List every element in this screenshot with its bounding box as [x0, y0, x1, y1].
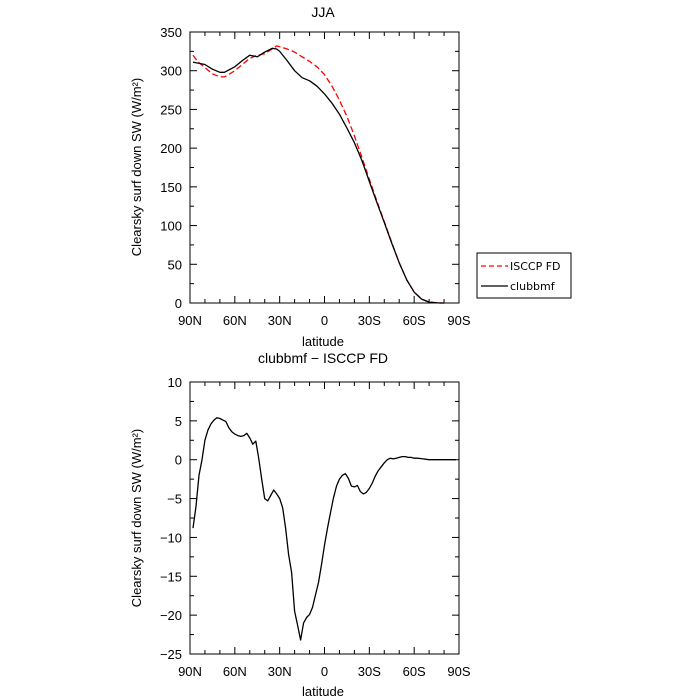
- y-tick-label: 300: [160, 64, 182, 79]
- chart-title: clubbmf − ISCCP FD: [258, 350, 388, 366]
- series-line-difference: [192, 417, 456, 641]
- legend-label-isccp: ISCCP FD: [510, 260, 561, 273]
- y-tick-label: 350: [160, 25, 182, 40]
- x-tick-label: 60N: [223, 313, 247, 328]
- y-tick-label: 10: [168, 375, 182, 390]
- legend-label-clubbmf: clubbmf: [510, 280, 556, 293]
- x-tick-label: 30N: [268, 664, 292, 679]
- plot-frame: [189, 381, 460, 655]
- y-axis-ticks: −25 −20 −15 −10 −5 0 5 10: [160, 375, 459, 662]
- x-tick-label: 0: [321, 313, 328, 328]
- x-tick-label: 30S: [358, 313, 381, 328]
- x-tick-label: 90N: [178, 313, 202, 328]
- chart-title: JJA: [311, 4, 335, 20]
- x-tick-label: 90N: [178, 664, 202, 679]
- y-tick-label: −10: [160, 530, 182, 545]
- x-tick-label: 60N: [223, 664, 247, 679]
- y-tick-label: 100: [160, 219, 182, 234]
- y-tick-label: 5: [175, 414, 182, 429]
- plot-frame: [189, 31, 460, 304]
- y-axis-label: Clearsky surf down SW (W/m²): [129, 429, 144, 607]
- series-line-clubbmf: [192, 47, 445, 304]
- legend-box: [476, 252, 572, 299]
- bottom-panel: clubbmf − ISCCP FD −25 −20 −15 −10 −5 0 5 10 90…: [129, 350, 471, 699]
- y-axis-label: Clearsky surf down SW (W/m²): [129, 78, 144, 256]
- x-tick-label: 30N: [268, 313, 292, 328]
- y-tick-label: −5: [167, 492, 182, 507]
- y-axis-ticks: 0 50 100 150 200 250 300 350: [160, 25, 459, 311]
- x-tick-label: 0: [321, 664, 328, 679]
- series-lines: [192, 417, 456, 641]
- y-tick-label: −25: [160, 647, 182, 662]
- y-tick-label: 50: [168, 257, 182, 272]
- series-lines: [192, 45, 445, 304]
- x-tick-label: 30S: [358, 664, 381, 679]
- x-tick-label: 60S: [403, 664, 426, 679]
- y-tick-label: 150: [160, 180, 182, 195]
- x-tick-label: 90S: [447, 664, 470, 679]
- top-panel: JJA 0 50 100 150 200 250 300 350 90N 60N 30N 0 30S 6…: [129, 4, 471, 349]
- legend: ISCCP FD clubbmf: [476, 252, 572, 299]
- x-axis-label: latitude: [302, 684, 344, 699]
- y-tick-label: 0: [175, 296, 182, 311]
- x-axis-label: latitude: [302, 334, 344, 349]
- x-axis-ticks: 90N 60N 30N 0 30S 60S 90S: [178, 382, 471, 679]
- y-tick-label: 0: [175, 453, 182, 468]
- x-tick-label: 60S: [403, 313, 426, 328]
- y-tick-label: 200: [160, 141, 182, 156]
- y-tick-label: 250: [160, 102, 182, 117]
- y-tick-label: −15: [160, 569, 182, 584]
- y-tick-label: −20: [160, 608, 182, 623]
- x-tick-label: 90S: [447, 313, 470, 328]
- series-line-isccp-fd: [192, 45, 445, 304]
